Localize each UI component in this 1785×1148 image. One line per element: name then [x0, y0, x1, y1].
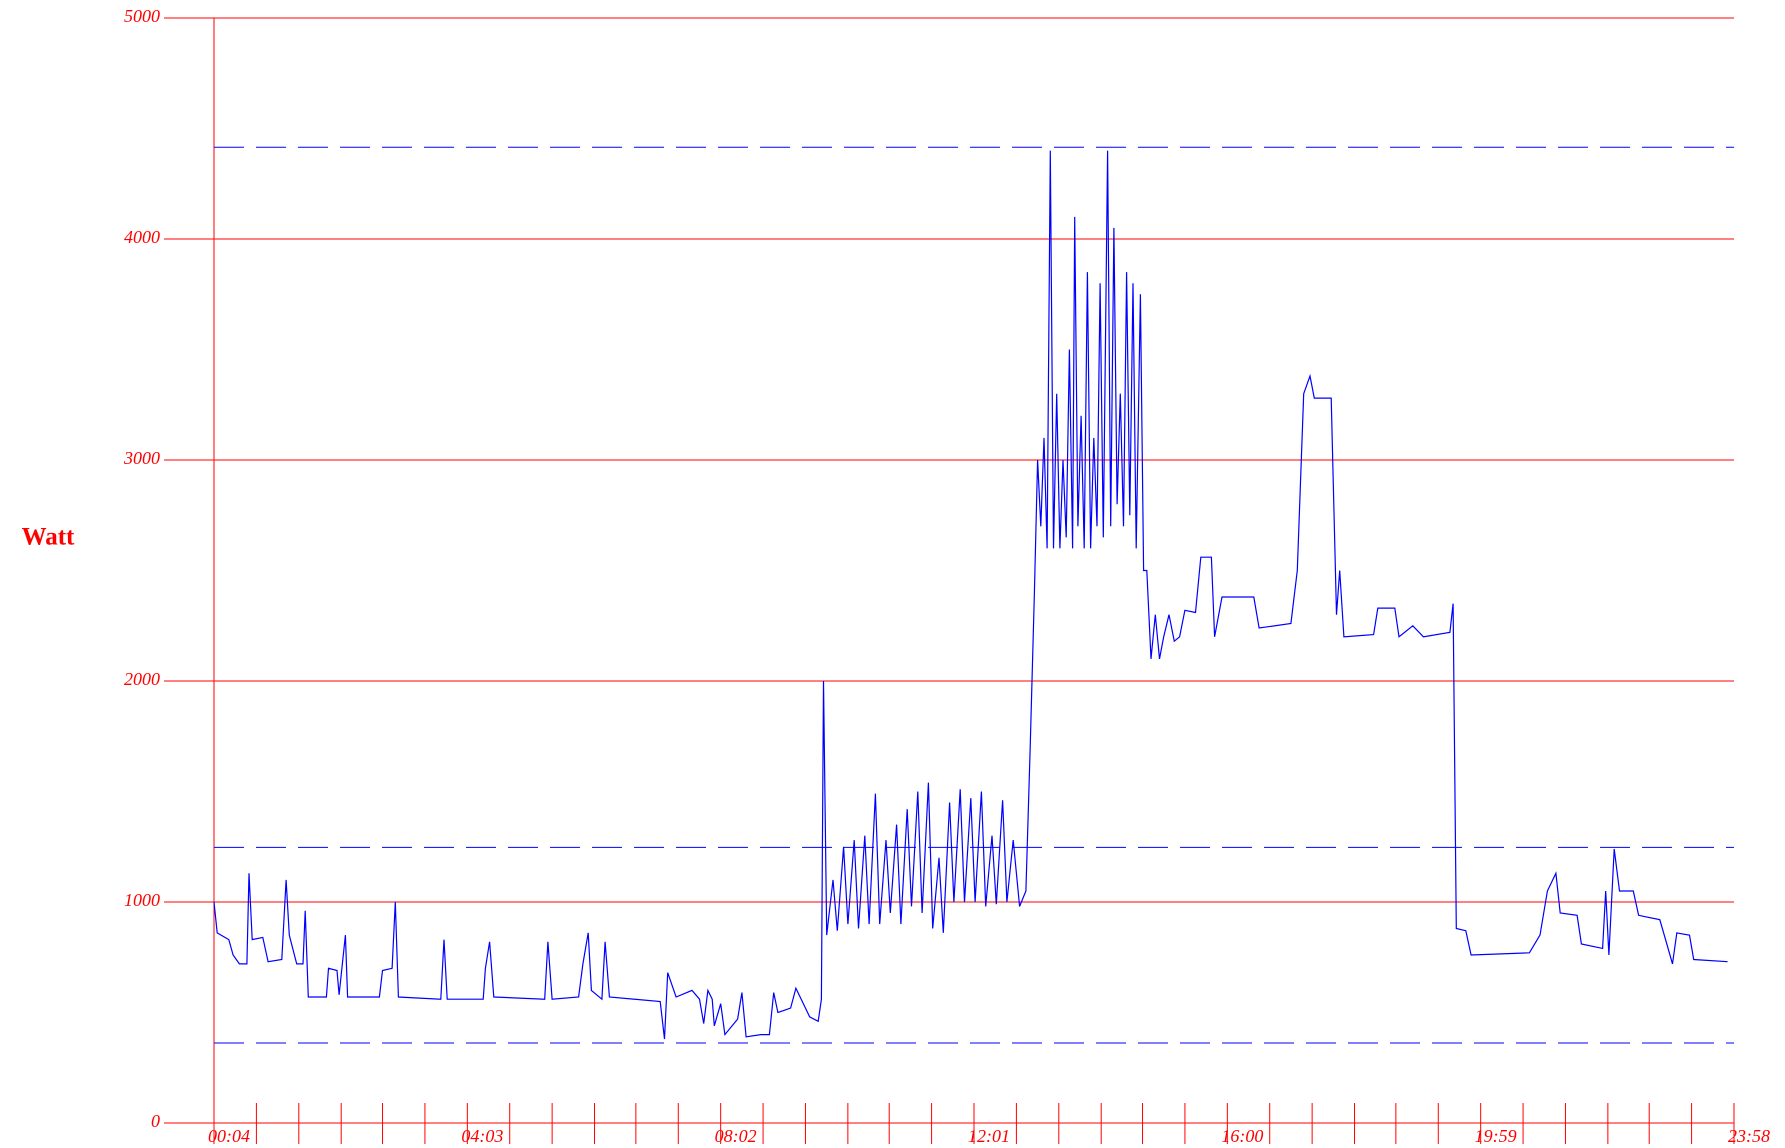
data-line — [213, 150, 1728, 1040]
y-tick-label: 4000 — [124, 227, 160, 247]
y-tick-label: 1000 — [124, 890, 160, 910]
x-tick-label: 19:59 — [1475, 1126, 1517, 1146]
x-tick-label: 16:00 — [1221, 1126, 1263, 1146]
y-tick-label: 0 — [151, 1111, 160, 1131]
x-tick-label: 04:03 — [461, 1126, 503, 1146]
y-tick-label: 2000 — [124, 669, 160, 689]
x-tick-label: 12:01 — [968, 1126, 1010, 1146]
x-tick-label: 00:04 — [208, 1126, 250, 1146]
x-tick-label: 23:58 — [1728, 1126, 1770, 1146]
y-tick-label: 3000 — [123, 448, 160, 468]
y-tick-label: 5000 — [124, 6, 160, 26]
y-axis-label: Watt — [22, 524, 75, 551]
x-tick-label: 08:02 — [715, 1126, 757, 1146]
